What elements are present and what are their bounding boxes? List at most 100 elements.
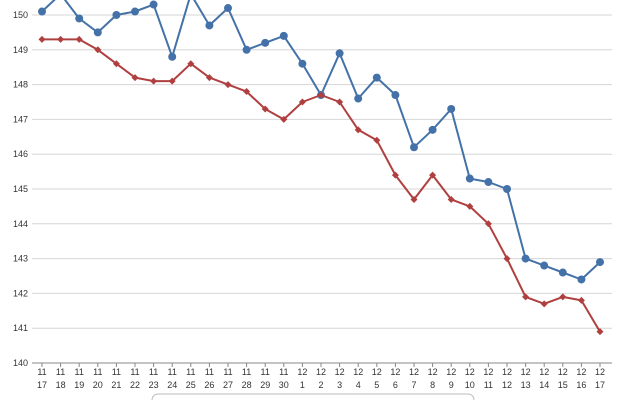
data-point bbox=[38, 35, 46, 43]
x-tick-label-month: 12 bbox=[409, 367, 419, 377]
data-point bbox=[317, 91, 325, 99]
data-point bbox=[261, 38, 270, 47]
data-point bbox=[57, 35, 65, 43]
x-tick-label-day: 2 bbox=[318, 380, 323, 390]
data-point bbox=[150, 77, 158, 85]
series-layer bbox=[38, 0, 604, 336]
data-point bbox=[503, 255, 511, 263]
x-tick-label-month: 12 bbox=[446, 367, 456, 377]
x-tick-label-month: 11 bbox=[93, 367, 102, 377]
data-point bbox=[205, 74, 213, 82]
x-tick-label-day: 17 bbox=[595, 380, 605, 390]
y-tick-label: 145 bbox=[13, 184, 28, 194]
data-point bbox=[577, 275, 586, 284]
data-point bbox=[168, 77, 176, 85]
series-1 bbox=[38, 35, 604, 336]
data-point bbox=[75, 14, 84, 23]
x-tick-label-month: 11 bbox=[37, 367, 46, 377]
x-tick-label-month: 12 bbox=[428, 367, 438, 377]
x-tick-label-day: 5 bbox=[374, 380, 379, 390]
legend-box bbox=[151, 393, 475, 400]
x-tick-label-month: 12 bbox=[316, 367, 326, 377]
series-0 bbox=[38, 0, 604, 284]
data-point bbox=[391, 171, 399, 179]
x-tick-label-month: 11 bbox=[279, 367, 288, 377]
data-point bbox=[112, 11, 121, 19]
data-point bbox=[261, 105, 269, 113]
x-tick-label-month: 11 bbox=[261, 367, 270, 377]
data-point bbox=[484, 178, 493, 187]
data-point bbox=[558, 268, 567, 277]
x-tick-label-month: 11 bbox=[168, 367, 177, 377]
x-tick-label-month: 12 bbox=[558, 367, 568, 377]
x-tick-label-day: 15 bbox=[558, 380, 568, 390]
x-tick-label-day: 27 bbox=[223, 380, 233, 390]
x-tick-label-day: 4 bbox=[356, 380, 361, 390]
data-point bbox=[279, 31, 288, 40]
gridlines bbox=[32, 14, 612, 364]
x-tick-label-month: 12 bbox=[297, 367, 307, 377]
x-tick-label-month: 12 bbox=[390, 367, 400, 377]
x-tick-label-day: 3 bbox=[337, 380, 342, 390]
data-point bbox=[596, 258, 604, 267]
data-point bbox=[577, 296, 585, 304]
x-tick-label-day: 11 bbox=[484, 380, 493, 390]
data-point bbox=[75, 35, 83, 43]
x-tick-label-day: 16 bbox=[576, 380, 586, 390]
data-point bbox=[429, 171, 437, 179]
data-point bbox=[243, 88, 251, 96]
data-point bbox=[112, 60, 120, 68]
x-tick-label-month: 12 bbox=[576, 367, 586, 377]
data-point bbox=[131, 7, 139, 16]
x-tick-label-month: 12 bbox=[465, 367, 475, 377]
y-axis-ticks: 140 141 142 143 144 145 146 147 148 149 150 bbox=[13, 10, 28, 368]
x-tick-label-day: 22 bbox=[130, 380, 140, 390]
y-tick-label: 140 bbox=[13, 358, 28, 368]
x-tick-label-day: 19 bbox=[74, 380, 84, 390]
x-tick-label-month: 11 bbox=[223, 367, 232, 377]
data-point bbox=[503, 185, 511, 193]
x-tick-label-day: 25 bbox=[186, 380, 196, 390]
data-point bbox=[149, 0, 158, 9]
x-tick-label-day: 30 bbox=[279, 380, 289, 390]
data-point bbox=[410, 143, 418, 152]
data-point bbox=[335, 49, 344, 58]
x-tick-label-month: 12 bbox=[353, 367, 363, 377]
x-tick-label-day: 1 bbox=[300, 380, 305, 390]
x-tick-label-day: 28 bbox=[242, 380, 252, 390]
x-tick-label-day: 21 bbox=[111, 380, 121, 390]
x-tick-label-day: 20 bbox=[93, 380, 103, 390]
data-point bbox=[336, 98, 344, 106]
x-tick-label-day: 9 bbox=[449, 380, 454, 390]
series-1-line bbox=[42, 38, 601, 333]
x-tick-label-day: 8 bbox=[430, 380, 435, 390]
x-tick-label-month: 12 bbox=[521, 367, 531, 377]
x-tick-label-day: 29 bbox=[260, 380, 270, 390]
y-tick-label: 148 bbox=[13, 80, 28, 90]
y-tick-label: 150 bbox=[13, 10, 28, 20]
data-point bbox=[205, 21, 214, 30]
x-tick-label-day: 10 bbox=[465, 380, 475, 390]
data-point bbox=[224, 81, 232, 89]
data-point bbox=[391, 91, 400, 100]
data-point bbox=[466, 202, 474, 210]
data-point bbox=[298, 98, 306, 106]
data-point bbox=[242, 45, 251, 54]
x-tick-label-month: 12 bbox=[483, 367, 493, 377]
x-tick-label-month: 12 bbox=[595, 367, 605, 377]
data-point bbox=[447, 195, 455, 203]
x-tick-label-month: 11 bbox=[56, 367, 65, 377]
x-tick-label-month: 12 bbox=[502, 367, 512, 377]
data-point bbox=[596, 328, 604, 336]
y-tick-label: 142 bbox=[13, 288, 28, 298]
x-tick-label-day: 26 bbox=[204, 380, 214, 390]
y-tick-label: 147 bbox=[13, 114, 28, 124]
x-tick-label-day: 24 bbox=[167, 380, 177, 390]
data-point bbox=[373, 136, 381, 144]
x-tick-label-month: 11 bbox=[186, 367, 195, 377]
x-tick-label-month: 11 bbox=[130, 367, 139, 377]
data-point bbox=[372, 73, 381, 82]
data-point bbox=[484, 220, 492, 228]
data-point bbox=[354, 94, 363, 103]
